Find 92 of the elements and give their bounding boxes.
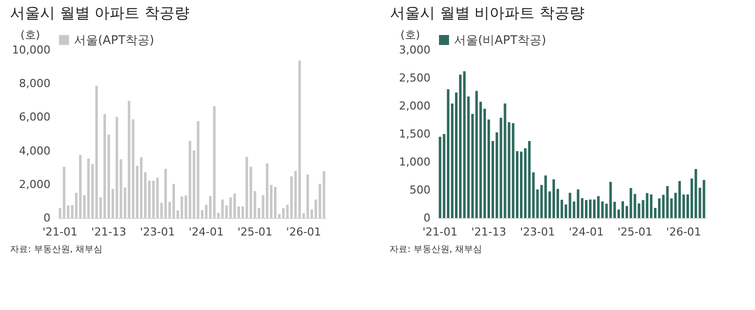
bar (164, 168, 167, 218)
bar (658, 198, 660, 218)
bar (686, 194, 688, 218)
bar (568, 192, 571, 218)
bar (196, 121, 200, 218)
bar (511, 123, 514, 218)
bar (604, 204, 608, 218)
bar (62, 166, 66, 218)
x-tick-label: '25-01 (237, 226, 272, 238)
chart-title: 서울시 월별 비아파트 착공량 (390, 4, 584, 22)
bar (588, 200, 592, 218)
bar (128, 100, 130, 218)
y-tick-label: 1,000 (398, 156, 430, 168)
bar (678, 181, 680, 218)
bar (694, 169, 697, 218)
bar (306, 174, 309, 218)
bar (620, 201, 624, 218)
bar (172, 184, 175, 218)
x-tick-label: '24-01 (568, 226, 604, 238)
bar (156, 178, 159, 218)
y-axis-title: (호) (20, 28, 40, 42)
bar (188, 140, 192, 218)
bar (503, 103, 506, 218)
bar (282, 208, 285, 218)
x-tick-label: '21-13 (91, 226, 126, 238)
y-tick-label: 0 (44, 212, 50, 224)
bar (474, 90, 478, 218)
x-tick-label: '21-13 (470, 226, 506, 238)
bar (180, 196, 184, 218)
x-tick-label: '21-01 (422, 226, 458, 238)
bar (519, 152, 522, 218)
bar (274, 186, 277, 218)
bar (221, 200, 224, 218)
y-tick-label: 4,000 (19, 144, 50, 158)
x-tick-label: '25-01 (616, 226, 652, 238)
bar (596, 196, 600, 218)
y-tick-label: 2,500 (398, 72, 430, 84)
y-tick-label: 2,000 (19, 178, 50, 191)
y-axis-title: (호) (400, 28, 420, 42)
bar (322, 170, 326, 218)
bar (645, 193, 648, 218)
y-tick-label: 1,500 (398, 128, 430, 140)
y-tick-label: 6,000 (19, 110, 50, 124)
x-tick-label: '24-01 (188, 226, 224, 238)
y-tick-label: 0 (423, 212, 430, 224)
bar (584, 200, 587, 218)
bar (649, 194, 652, 218)
bar (458, 74, 462, 218)
bar (629, 188, 632, 218)
bar (95, 86, 98, 218)
bar (438, 136, 441, 218)
x-tick-label: '21-01 (42, 226, 78, 238)
bar (641, 200, 644, 218)
bar (674, 192, 676, 218)
y-tick-label: 2,000 (398, 100, 430, 112)
bar (116, 116, 118, 218)
bar (576, 189, 579, 218)
text: 자료: 부동산원, 채부심 (390, 244, 484, 256)
bar (462, 71, 466, 218)
x-tick-label: '23-01 (519, 226, 554, 238)
y-tick-label: 500 (409, 184, 430, 196)
x-tick-label: '23-01 (140, 226, 175, 238)
bar (229, 198, 232, 218)
bar (152, 180, 155, 218)
x-tick-label: '26-01 (666, 226, 701, 238)
y-tick-label: 10,000 (12, 44, 50, 56)
bar (266, 163, 268, 218)
bar (140, 157, 143, 218)
bar (446, 89, 449, 218)
bar (246, 156, 248, 218)
bar (233, 193, 236, 218)
y-tick-label: 8,000 (19, 77, 50, 90)
bar (79, 154, 82, 218)
text: 자료: 부동산원, 채부심 (10, 244, 104, 256)
legend-label: 서울(비APT착공) (454, 33, 546, 47)
bar (213, 106, 216, 218)
bar (552, 179, 554, 218)
bar (702, 180, 705, 218)
bar (528, 141, 530, 218)
bar (103, 114, 106, 218)
y-tick-label: 3,000 (398, 44, 430, 56)
bar (572, 201, 575, 218)
bar (592, 200, 596, 218)
bar (540, 184, 542, 218)
chart-title: 서울시 월별 아파트 착공량 (10, 4, 190, 22)
bar (442, 134, 445, 218)
x-tick-label: '26-01 (286, 226, 322, 238)
legend-label: 서울(APT착공) (74, 33, 154, 47)
bar (544, 175, 546, 218)
bar (608, 182, 612, 218)
bar (298, 60, 301, 218)
bar (87, 158, 90, 218)
